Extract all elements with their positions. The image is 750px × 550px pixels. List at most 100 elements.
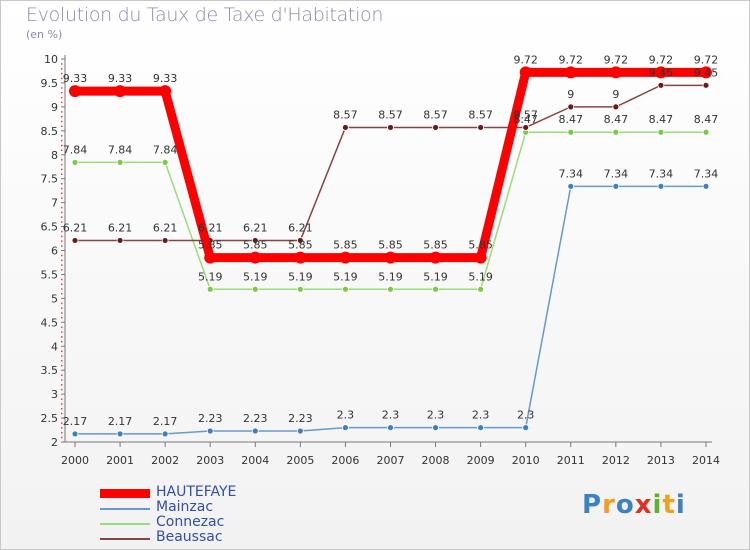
y-minor-tick xyxy=(61,168,63,171)
chart-unit-label: (en %) xyxy=(26,28,63,41)
y-minor-tick xyxy=(61,163,63,166)
data-label-hautefaye: 9.33 xyxy=(108,72,133,85)
y-minor-tick xyxy=(61,269,63,271)
y-minor-tick xyxy=(61,173,63,175)
y-minor-tick xyxy=(61,221,63,223)
logo-letter: o xyxy=(615,490,635,520)
y-minor-tick xyxy=(61,159,63,161)
y-minor-tick xyxy=(61,355,63,357)
logo-letter: i xyxy=(675,490,686,520)
data-label-hautefaye: 9.33 xyxy=(153,72,178,85)
data-label-beaussac: 9.45 xyxy=(694,66,719,79)
proxiti-logo: Proxiti xyxy=(582,490,686,520)
y-minor-tick xyxy=(61,312,63,314)
data-label-hautefaye: 5.85 xyxy=(468,239,493,252)
y-tick-label: 2.5 xyxy=(41,412,59,425)
y-minor-tick xyxy=(61,68,63,70)
data-point-connezac xyxy=(206,285,214,293)
y-minor-tick xyxy=(61,307,63,309)
y-minor-tick xyxy=(61,245,63,247)
y-minor-tick xyxy=(61,388,63,391)
y-minor-tick xyxy=(61,379,63,381)
data-label-beaussac: 6.21 xyxy=(108,221,133,234)
y-minor-tick xyxy=(61,264,63,266)
data-point-hautefaye xyxy=(564,66,577,79)
data-label-beaussac: 8.57 xyxy=(513,108,538,121)
y-minor-tick xyxy=(61,120,63,123)
y-tick-label: 5 xyxy=(51,292,58,305)
data-label-beaussac: 6.21 xyxy=(153,221,178,234)
data-label-connezac: 8.47 xyxy=(649,113,674,126)
y-minor-tick xyxy=(61,317,63,319)
data-label-mainzac: 2.3 xyxy=(517,409,535,422)
data-label-beaussac: 6.21 xyxy=(288,221,313,234)
logo-letter: t xyxy=(662,490,676,520)
legend-label: Beaussac xyxy=(156,529,223,545)
y-minor-tick xyxy=(61,182,63,185)
y-minor-tick xyxy=(61,96,63,99)
data-point-mainzac xyxy=(612,182,620,190)
legend-swatch xyxy=(100,508,150,510)
data-label-connezac: 5.19 xyxy=(423,270,448,283)
data-label-hautefaye: 9.72 xyxy=(649,53,674,66)
data-point-mainzac xyxy=(567,182,575,190)
y-minor-tick xyxy=(61,259,63,262)
y-minor-tick xyxy=(61,403,63,405)
legend-label: Connezac xyxy=(156,514,225,530)
y-minor-tick xyxy=(61,115,63,118)
logo-letter: x xyxy=(634,490,653,520)
data-label-mainzac: 2.23 xyxy=(243,412,268,425)
legend-swatch xyxy=(100,489,150,498)
y-tick-label: 8 xyxy=(51,149,58,162)
data-label-connezac: 7.84 xyxy=(108,143,133,156)
x-tick-label: 2006 xyxy=(331,454,359,467)
data-point-beaussac xyxy=(342,124,349,131)
data-point-hautefaye xyxy=(159,85,172,98)
data-label-beaussac: 8.57 xyxy=(378,108,403,121)
data-label-connezac: 5.19 xyxy=(378,270,403,283)
legend-swatch xyxy=(100,523,150,525)
data-label-beaussac: 6.21 xyxy=(63,221,88,234)
data-label-hautefaye: 5.85 xyxy=(198,239,223,252)
data-label-hautefaye: 5.85 xyxy=(378,239,403,252)
data-label-connezac: 8.47 xyxy=(513,113,538,126)
data-label-mainzac: 7.34 xyxy=(559,167,584,180)
y-tick-label: 3 xyxy=(51,388,58,401)
y-minor-tick xyxy=(61,364,63,367)
y-minor-tick xyxy=(61,216,63,218)
data-label-connezac: 8.47 xyxy=(694,113,719,126)
data-label-hautefaye: 9.72 xyxy=(604,53,629,66)
y-minor-tick xyxy=(61,254,63,257)
y-minor-tick xyxy=(61,240,63,242)
legend-swatch xyxy=(100,538,150,540)
data-label-beaussac: 9 xyxy=(612,88,619,101)
logo-letter: P xyxy=(582,490,603,520)
data-point-hautefaye xyxy=(294,251,307,264)
data-label-mainzac: 2.23 xyxy=(288,412,313,425)
y-minor-tick xyxy=(61,125,63,128)
data-point-mainzac xyxy=(71,430,79,438)
y-minor-tick xyxy=(61,187,63,190)
data-point-mainzac xyxy=(702,182,710,190)
x-tick-label: 2003 xyxy=(196,454,224,467)
y-minor-tick xyxy=(61,77,63,80)
data-point-beaussac xyxy=(657,81,665,89)
y-minor-tick xyxy=(61,436,63,439)
data-label-hautefaye: 5.85 xyxy=(243,239,268,252)
data-point-connezac xyxy=(432,285,439,293)
data-label-mainzac: 7.34 xyxy=(649,167,674,180)
data-label-mainzac: 2.17 xyxy=(153,415,178,428)
data-point-mainzac xyxy=(251,427,259,435)
data-label-connezac: 5.19 xyxy=(333,270,358,283)
y-minor-tick xyxy=(61,206,63,209)
y-minor-tick xyxy=(61,293,63,295)
y-minor-tick xyxy=(61,350,63,353)
data-point-hautefaye xyxy=(699,66,712,79)
y-minor-tick xyxy=(61,427,63,429)
data-point-mainzac xyxy=(477,424,485,432)
x-tick-label: 2004 xyxy=(241,454,269,467)
legend-label: HAUTEFAYE xyxy=(156,484,237,500)
y-tick-label: 7 xyxy=(51,197,58,210)
data-point-connezac xyxy=(612,128,620,136)
